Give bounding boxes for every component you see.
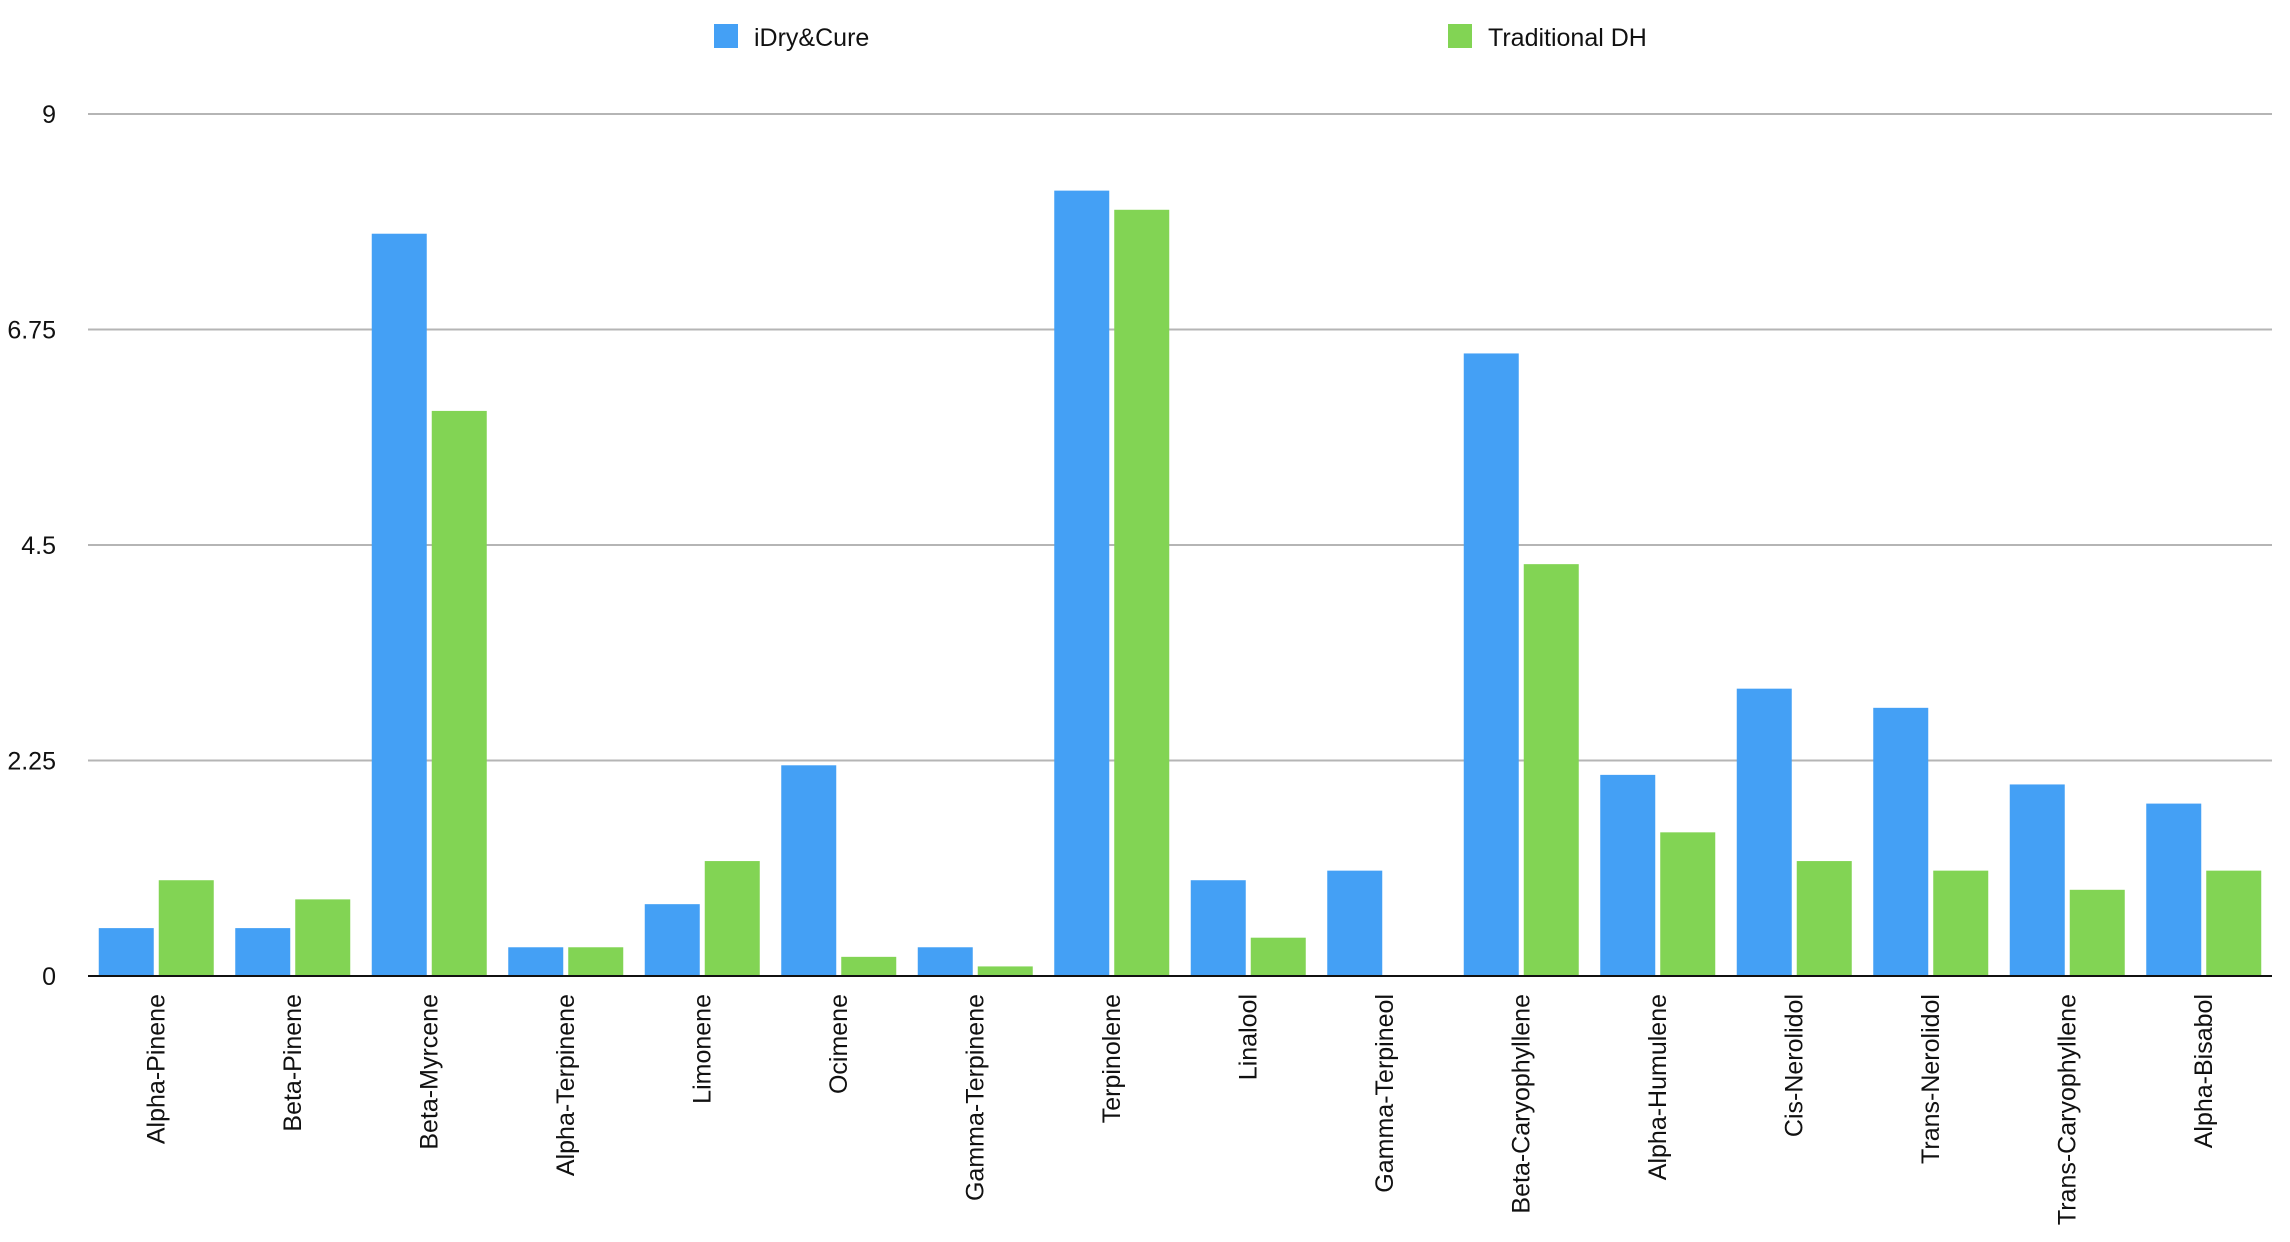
bar	[1114, 209, 1170, 976]
x-category-label: Beta-Caryophyllene	[1507, 994, 1535, 1214]
x-category-label: Ocimene	[825, 994, 853, 1094]
bar	[2069, 889, 2125, 976]
bar	[431, 410, 487, 976]
x-category-label: Beta-Myrcene	[415, 994, 443, 1150]
x-category-label: Terpinolene	[1098, 994, 1126, 1123]
bar	[2206, 870, 2262, 976]
legend-label: Traditional DH	[1488, 24, 1647, 52]
bar	[508, 947, 564, 976]
y-tick-label: 9	[42, 101, 56, 129]
bar	[1054, 190, 1110, 977]
bar	[1796, 861, 1852, 976]
bar	[644, 904, 700, 976]
legend: iDry&Cure Traditional DH	[714, 24, 1647, 52]
bar	[704, 861, 760, 976]
x-category-label: Beta-Pinene	[279, 994, 307, 1132]
x-category-label: Alpha-Terpinene	[552, 994, 580, 1176]
bar	[2009, 784, 2065, 976]
x-category-label: Alpha-Bisabol	[2190, 994, 2218, 1148]
bar	[1736, 688, 1792, 976]
y-tick-label: 2.25	[7, 748, 56, 776]
bar	[1463, 353, 1519, 976]
bar	[295, 899, 351, 976]
y-axis-ticks: 0 2.25 4.5 6.75 9	[7, 101, 56, 991]
legend-label: iDry&Cure	[754, 24, 869, 52]
bars	[98, 190, 2262, 977]
bar	[371, 233, 427, 976]
bar	[235, 928, 291, 976]
bar	[781, 765, 837, 976]
x-category-label: Limonene	[688, 994, 716, 1104]
y-tick-label: 4.5	[21, 532, 56, 560]
bar	[917, 947, 973, 976]
x-category-label: Trans-Caryophyllene	[2053, 994, 2081, 1225]
x-category-label: Alpha-Pinene	[142, 994, 170, 1144]
x-category-label: Alpha-Humulene	[1644, 994, 1672, 1180]
legend-swatch	[714, 24, 738, 48]
x-category-label: Trans-Nerolidol	[1917, 994, 1945, 1164]
bar	[1660, 832, 1716, 976]
bar	[1873, 707, 1929, 976]
bar	[568, 947, 624, 976]
bar	[1523, 564, 1579, 976]
bar	[841, 956, 897, 976]
x-category-label: Gamma-Terpinene	[961, 994, 989, 1201]
x-category-label: Cis-Nerolidol	[1780, 994, 1808, 1137]
bar	[1250, 937, 1306, 976]
x-category-label: Linalool	[1234, 994, 1262, 1080]
bar	[158, 880, 214, 976]
bar	[1327, 870, 1383, 976]
legend-swatch	[1448, 24, 1472, 48]
y-tick-label: 6.75	[7, 317, 56, 345]
bar	[98, 928, 154, 976]
bar	[1190, 880, 1246, 976]
bar	[1600, 774, 1656, 976]
y-tick-label: 0	[42, 963, 56, 991]
x-category-label: Gamma-Terpineol	[1371, 994, 1399, 1193]
bar	[2146, 803, 2202, 976]
x-axis-labels: Alpha-Pinene Beta-Pinene Beta-Myrcene Alpha…	[142, 994, 2218, 1225]
bar	[977, 966, 1033, 976]
bar	[1933, 870, 1989, 976]
